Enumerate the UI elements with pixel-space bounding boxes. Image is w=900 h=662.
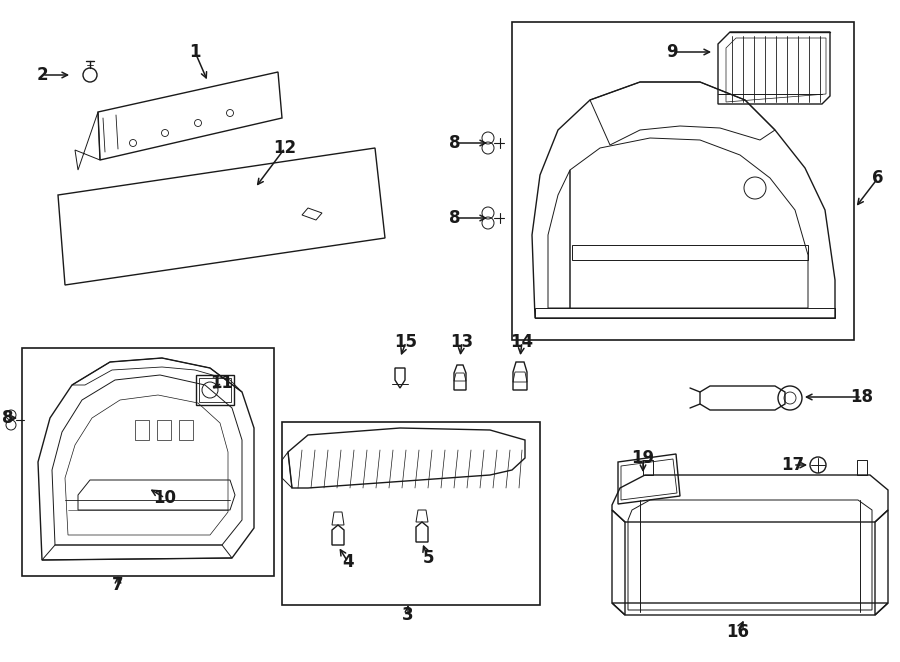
Text: 14: 14 xyxy=(510,333,534,351)
Bar xyxy=(157,420,171,440)
Text: 2: 2 xyxy=(36,66,48,84)
Text: 7: 7 xyxy=(112,576,124,594)
Text: 17: 17 xyxy=(781,456,805,474)
Bar xyxy=(135,420,149,440)
Text: 18: 18 xyxy=(850,388,874,406)
Text: 8: 8 xyxy=(449,134,461,152)
Bar xyxy=(22,348,274,576)
Bar xyxy=(179,420,193,440)
Text: 6: 6 xyxy=(872,169,884,187)
Text: 1: 1 xyxy=(189,43,201,61)
Text: 13: 13 xyxy=(450,333,473,351)
Text: 15: 15 xyxy=(394,333,418,351)
Bar xyxy=(199,378,231,402)
Text: 8: 8 xyxy=(3,409,14,427)
Bar xyxy=(282,422,540,605)
Text: 3: 3 xyxy=(402,606,414,624)
Text: 11: 11 xyxy=(211,374,233,392)
Text: 12: 12 xyxy=(274,139,297,157)
Text: 16: 16 xyxy=(726,623,750,641)
Text: 8: 8 xyxy=(449,209,461,227)
Bar xyxy=(512,22,854,340)
Text: 9: 9 xyxy=(666,43,678,61)
Text: 10: 10 xyxy=(154,489,176,507)
Text: 19: 19 xyxy=(632,449,654,467)
Text: 5: 5 xyxy=(422,549,434,567)
Bar xyxy=(196,375,234,405)
Text: 4: 4 xyxy=(342,553,354,571)
